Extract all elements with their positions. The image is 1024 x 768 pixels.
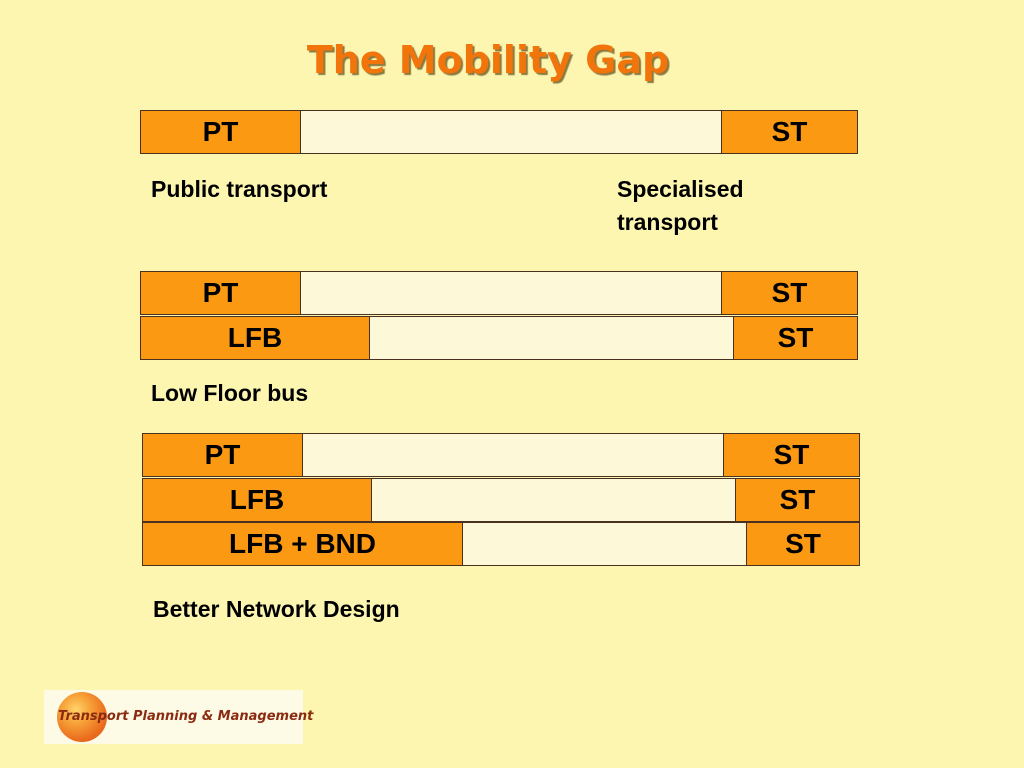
slide-title: The Mobility Gap (306, 38, 670, 82)
pt-segment: PT (141, 111, 300, 153)
mobility-bar-lfb-st: LFB ST (140, 316, 858, 360)
mobility-bar-pt-st: PT ST (140, 110, 858, 154)
mobility-gap (371, 479, 736, 521)
mobility-gap (300, 272, 722, 314)
st-segment: ST (736, 479, 859, 521)
logo-text: Transport Planning & Management (58, 709, 314, 724)
caption-specialised-transport: Specialised transport (617, 176, 744, 235)
tpm-logo: Transport Planning & Management (44, 690, 313, 744)
lfb-segment: LFB (141, 317, 369, 359)
st-segment: ST (722, 111, 857, 153)
mobility-bar-pt-st: PT ST (142, 433, 860, 477)
mobility-bar-lfb-bnd-st: LFB + BND ST (142, 522, 860, 566)
mobility-bar-pt-st: PT ST (140, 271, 858, 315)
mobility-gap (302, 434, 724, 476)
mobility-gap (300, 111, 722, 153)
caption-public-transport: Public transport (151, 176, 328, 202)
mobility-gap (369, 317, 734, 359)
lfb-segment: LFB (143, 479, 371, 521)
st-segment: ST (722, 272, 857, 314)
caption-better-network-design: Better Network Design (153, 596, 400, 622)
pt-segment: PT (141, 272, 300, 314)
caption-low-floor-bus: Low Floor bus (151, 380, 309, 406)
mobility-gap (462, 523, 747, 565)
st-segment: ST (734, 317, 857, 359)
lfb-bnd-segment: LFB + BND (143, 523, 462, 565)
st-segment: ST (747, 523, 859, 565)
logo-sphere-icon (57, 692, 107, 742)
st-segment: ST (724, 434, 859, 476)
mobility-bar-lfb-st: LFB ST (142, 478, 860, 522)
pt-segment: PT (143, 434, 302, 476)
